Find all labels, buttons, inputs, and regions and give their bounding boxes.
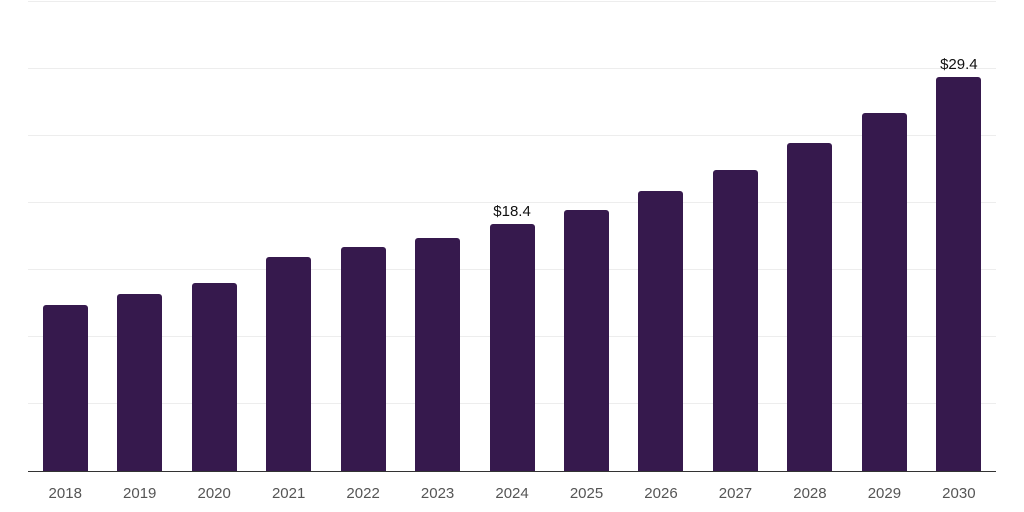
bar-slot [326,2,400,471]
bar-slot [102,2,176,471]
bar-2019 [117,294,163,471]
bar-2023 [415,237,461,471]
bar-2024 [489,224,535,471]
bar-slot [400,2,474,471]
bar-value-label-2030: $29.4 [940,56,978,74]
bar-value-label-2024: $18.4 [493,203,531,221]
x-tick-label-2021: 2021 [271,485,306,502]
gridline [28,202,996,203]
gridline [28,135,996,136]
plot-area: $18.4 $29.4 [28,1,996,472]
bar-slot: $29.4 [922,2,996,471]
gridline [28,1,996,2]
bar-2025 [564,209,610,471]
bar-2029 [861,113,907,471]
x-tick-label-2026: 2026 [644,485,678,502]
bar-slot [773,2,847,471]
bar-slot [847,2,921,471]
bar-slot: $18.4 [475,2,549,471]
bar-slot [624,2,698,471]
bar-slot [549,2,623,471]
bar-2026 [638,190,684,471]
bar-2027 [712,169,758,471]
x-tick-label-2028: 2028 [793,485,827,502]
gridline [28,68,996,69]
bar-slot [251,2,325,471]
x-tick-label-2022: 2022 [346,485,380,502]
x-tick-label-2029: 2029 [867,485,902,502]
x-tick-label-2018: 2018 [48,485,82,502]
bar-2028 [787,142,833,471]
x-tick-label-2025: 2025 [569,485,604,502]
x-tick-label-2019: 2019 [123,485,157,502]
bar-2030 [936,77,982,471]
bar-slot [698,2,772,471]
x-axis: 2018 2019 2020 2021 2022 2023 2024 2025 2026 2027… [28,485,996,503]
x-tick-label-2023: 2023 [420,485,455,502]
bar-2018 [42,304,88,471]
x-tick-label-2027: 2027 [718,485,753,502]
bar-slot [177,2,251,471]
bar-slot [28,2,102,471]
bar-2021 [266,256,312,471]
bar-2020 [191,283,237,471]
bars-container: $18.4 $29.4 [28,2,996,471]
x-tick-label-2024: 2024 [495,485,529,502]
x-tick-label-2020: 2020 [197,485,231,502]
x-tick-label-2030: 2030 [942,485,976,502]
bar-2022 [340,247,386,471]
